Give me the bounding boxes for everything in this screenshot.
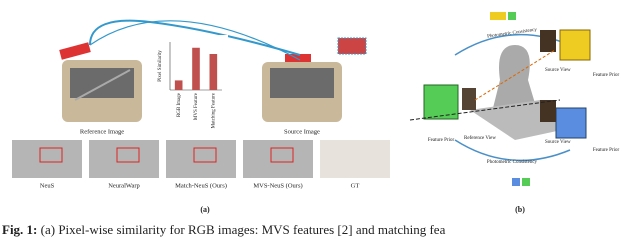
highlight-box — [193, 147, 217, 163]
x-tick-label: Matching Feature — [211, 92, 216, 128]
caption-prefix: Fig. 1: — [2, 222, 37, 237]
source-view-label: Source View — [545, 140, 571, 145]
feature-prior-label: Feature Prior — [428, 138, 455, 143]
bar — [174, 80, 183, 90]
bar — [192, 47, 200, 90]
bar — [209, 54, 218, 90]
source-view-label: Source View — [545, 68, 571, 73]
highlight-box — [270, 147, 294, 163]
inset-chart: Pixel Similarity RGB Image MVS Feature Matc… — [150, 35, 228, 128]
thumbnail — [166, 140, 236, 178]
panel-tag: (a) — [200, 205, 210, 214]
method-label: NeuralWarp — [108, 182, 140, 189]
x-tick-label: RGB Image — [177, 92, 182, 117]
diagram — [409, 12, 591, 186]
panel-tag: (b) — [515, 205, 525, 214]
thumbnail-row: NeuS NeuralWarp Match-NeuS (Ours) MVS-NeuS … — [12, 140, 390, 189]
thumbnail — [12, 140, 82, 178]
method-label: NeuS — [40, 182, 55, 189]
correspondence-arc — [89, 20, 301, 61]
reference-photo — [59, 42, 142, 122]
method-label: GT — [351, 182, 360, 189]
source-photo — [262, 37, 367, 122]
arc-label: Photometric Consistency — [487, 28, 538, 40]
arc-label: Photometric Consistency — [487, 160, 538, 165]
feature-prior-label: Feature Prior — [593, 148, 620, 153]
reference-label: Reference Image — [80, 128, 124, 135]
thumbnail — [320, 140, 390, 178]
y-axis-label: Pixel Similarity — [158, 50, 163, 82]
reference-view-label: Reference View — [464, 136, 496, 141]
highlight-box — [116, 147, 140, 163]
caption-text: (a) Pixel-wise similarity for RGB images… — [41, 222, 446, 237]
thumbnail — [243, 140, 313, 178]
source-label: Source Image — [284, 128, 320, 135]
thumbnail — [89, 140, 159, 178]
highlight-box — [39, 147, 63, 163]
method-label: Match-NeuS (Ours) — [175, 182, 227, 189]
x-tick-label: MVS Feature — [194, 92, 199, 120]
method-label: MVS-NeuS (Ours) — [253, 182, 302, 189]
correspondence-arc — [89, 19, 301, 56]
caption: Fig. 1: (a) Pixel-wise similarity for RG… — [2, 222, 446, 237]
feature-prior-label: Feature Prior — [593, 73, 620, 78]
